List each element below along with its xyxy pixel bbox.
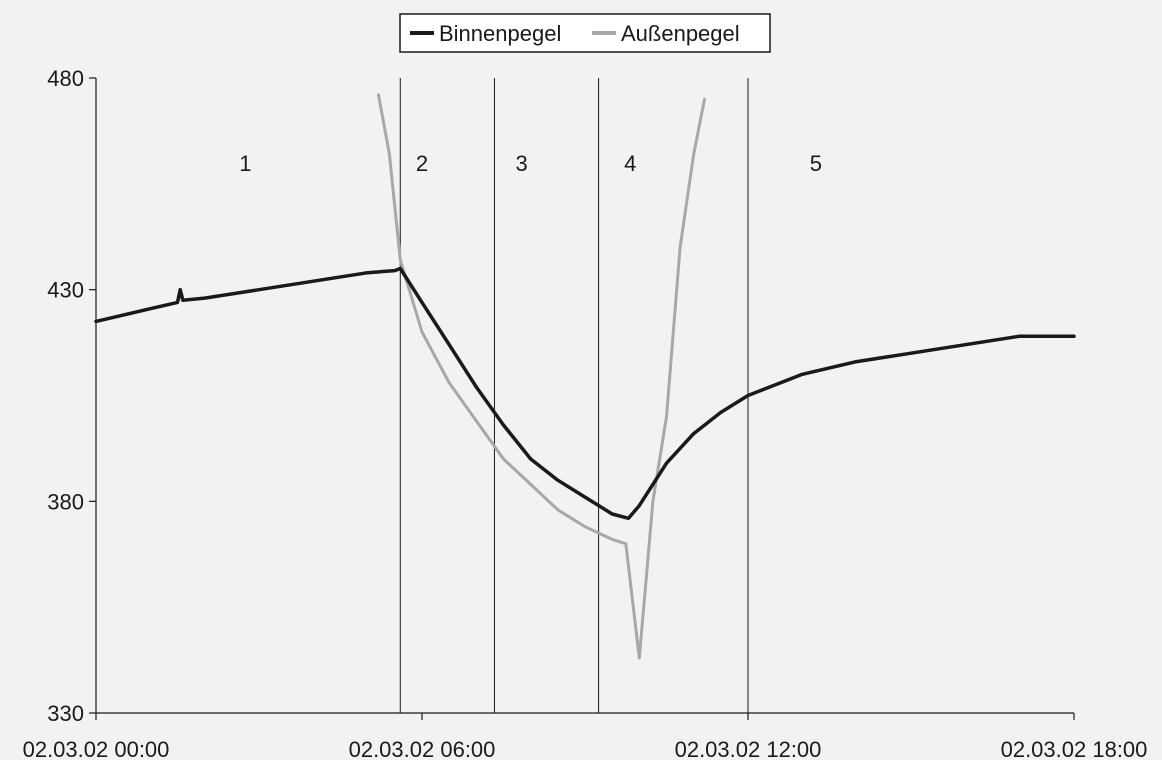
phase-label-4: 4	[624, 151, 636, 176]
legend-label-binnenpegel: Binnenpegel	[439, 21, 561, 46]
legend-box	[399, 13, 771, 53]
y-tick-label: 480	[47, 66, 84, 91]
series-line-aussenpegel	[377, 93, 706, 660]
phase-label-3: 3	[515, 151, 527, 176]
y-tick-label: 330	[47, 701, 84, 726]
y-tick-label: 430	[47, 278, 84, 303]
x-tick-label: 02.03.02 06:00	[349, 737, 496, 760]
phase-labels: 1 2 3 4 5	[239, 151, 822, 176]
phase-label-1: 1	[239, 151, 251, 176]
y-axis-ticks: 330 380 430 480	[47, 66, 96, 726]
x-tick-label: 02.03.02 12:00	[675, 737, 822, 760]
series-layer	[94, 93, 1076, 660]
phase-label-2: 2	[416, 151, 428, 176]
legend: Binnenpegel Außenpegel	[399, 13, 771, 53]
series-line-binnenpegel	[94, 266, 1076, 521]
x-axis-ticks: 02.03.02 00:00 02.03.02 06:00 02.03.02 12:…	[23, 713, 1148, 760]
x-tick-label: 02.03.02 18:00	[1001, 737, 1148, 760]
phase-label-5: 5	[810, 151, 822, 176]
x-tick-label: 02.03.02 00:00	[23, 737, 170, 760]
y-tick-label: 380	[47, 489, 84, 514]
legend-label-aussenpegel: Außenpegel	[621, 21, 740, 46]
